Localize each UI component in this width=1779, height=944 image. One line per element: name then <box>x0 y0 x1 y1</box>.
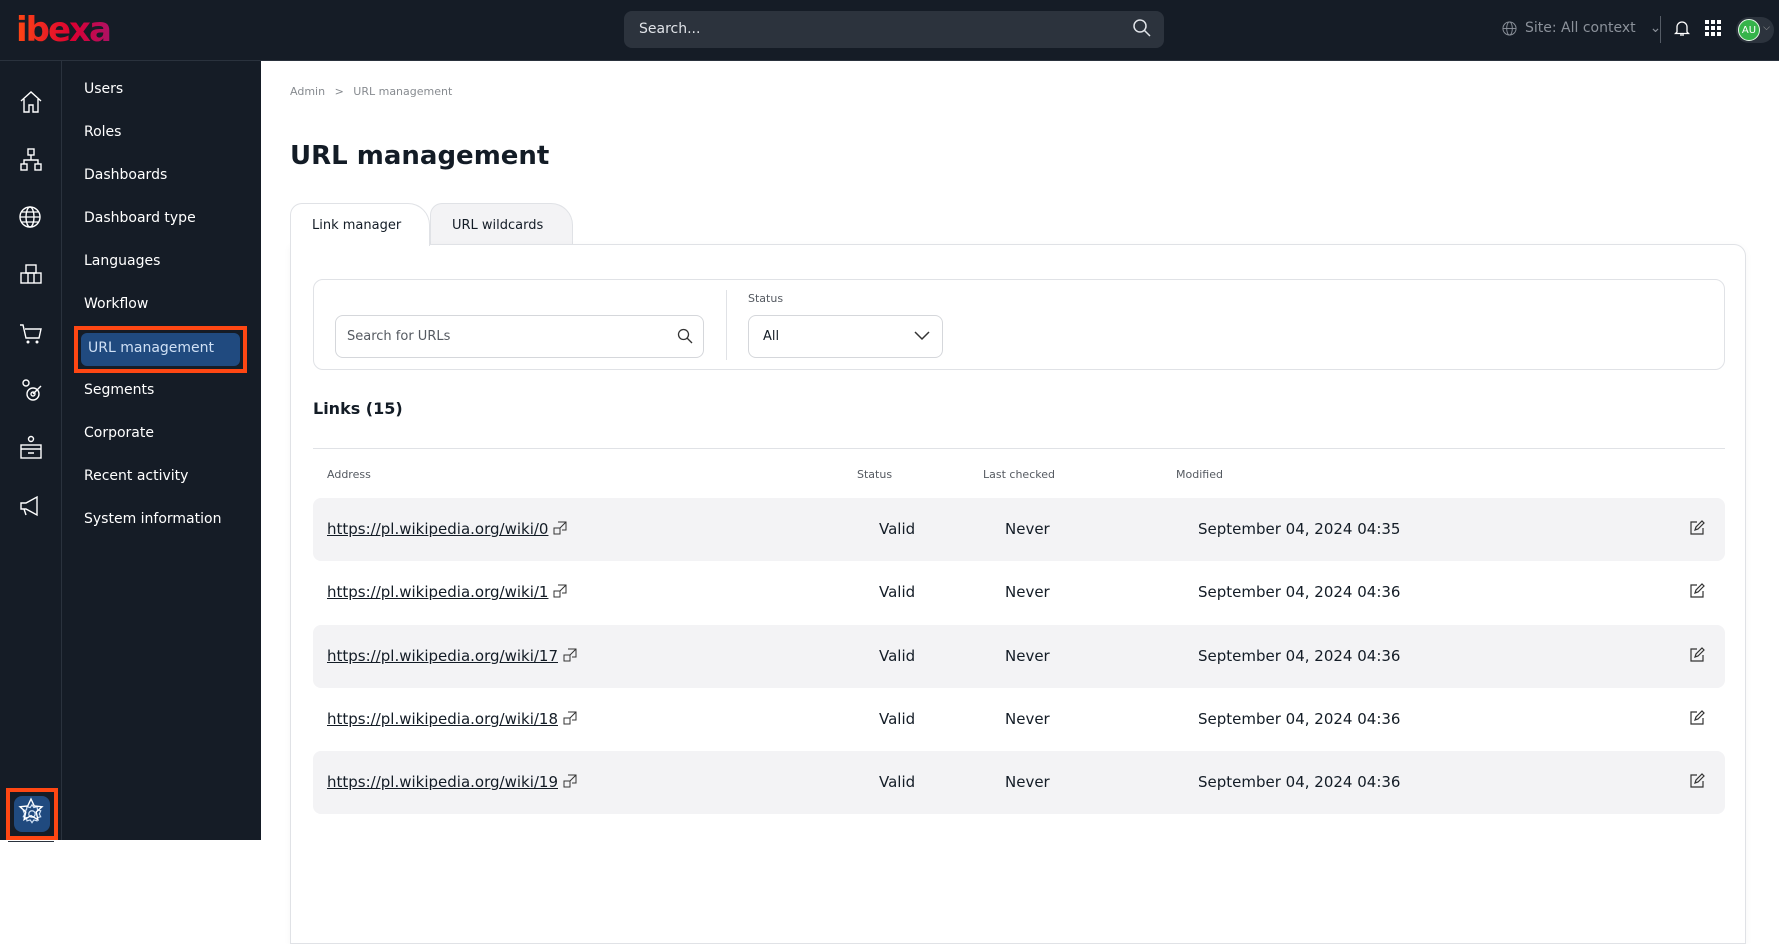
search-icon[interactable] <box>1132 18 1152 38</box>
home-icon[interactable] <box>18 89 44 115</box>
url-link[interactable]: https://pl.wikipedia.org/wiki/0 <box>327 520 549 538</box>
globe-icon <box>1502 20 1517 36</box>
breadcrumb-current: URL management <box>353 85 453 98</box>
last-checked-cell: Never <box>1005 520 1050 538</box>
site-context-label: Site: All context <box>1525 20 1636 36</box>
site-context-dropdown[interactable]: Site: All context ⌄ <box>1502 20 1661 36</box>
modified-cell: September 04, 2024 04:36 <box>1198 709 1401 728</box>
main-content: Admin > URL management URL management Li… <box>261 61 1779 944</box>
table-row: https://pl.wikipedia.org/wiki/17 Valid N… <box>313 624 1725 688</box>
url-link[interactable]: https://pl.wikipedia.org/wiki/19 <box>327 773 558 792</box>
sidebar-item-url-management[interactable]: URL management <box>74 326 247 373</box>
breadcrumb: Admin > URL management <box>290 85 452 98</box>
edit-icon[interactable] <box>1689 583 1705 599</box>
last-checked-cell: Never <box>1005 773 1050 792</box>
last-checked-cell: Never <box>1005 583 1050 602</box>
column-header-modified: Modified <box>1176 468 1223 481</box>
url-search-input[interactable]: Search for URLs <box>335 315 704 358</box>
megaphone-icon[interactable] <box>18 493 44 519</box>
sidebar-item-corporate[interactable]: Corporate <box>84 425 154 441</box>
sidebar-item-dashboards[interactable]: Dashboards <box>84 167 168 183</box>
status-cell: Valid <box>879 773 916 792</box>
chevron-down-icon: ⌵ <box>1763 23 1770 33</box>
edit-icon[interactable] <box>1689 773 1705 789</box>
external-link-icon[interactable] <box>553 521 567 535</box>
chevron-down-icon <box>914 331 930 341</box>
last-checked-cell: Never <box>1005 646 1050 665</box>
link-manager-panel: Search for URLs Status All Links (15) Ad… <box>290 244 1746 944</box>
customer-target-icon[interactable] <box>18 377 44 403</box>
icon-rail <box>0 61 62 842</box>
sidebar-item-languages[interactable]: Languages <box>84 253 161 269</box>
chevron-down-icon: ⌄ <box>1649 20 1662 36</box>
url-link[interactable]: https://pl.wikipedia.org/wiki/17 <box>327 646 558 665</box>
bell-icon[interactable] <box>1674 19 1690 37</box>
sidebar-item-users[interactable]: Users <box>84 81 124 97</box>
url-link[interactable]: https://pl.wikipedia.org/wiki/1 <box>327 583 549 602</box>
table-row: https://pl.wikipedia.org/wiki/18 Valid N… <box>313 688 1725 751</box>
external-link-icon[interactable] <box>563 648 577 662</box>
sidebar-item-system-information[interactable]: System information <box>84 511 222 527</box>
sidebar-item-dashboard-type[interactable]: Dashboard type <box>84 210 196 226</box>
status-cell: Valid <box>879 520 916 538</box>
globe-icon[interactable] <box>18 205 44 231</box>
column-header-status: Status <box>857 468 893 481</box>
status-select[interactable]: All <box>748 315 943 358</box>
breadcrumb-admin[interactable]: Admin <box>290 85 326 98</box>
table-row: https://pl.wikipedia.org/wiki/1 Valid Ne… <box>313 561 1725 624</box>
search-placeholder: Search for URLs <box>347 329 451 344</box>
external-link-icon[interactable] <box>553 584 567 598</box>
table-row: https://pl.wikipedia.org/wiki/19 Valid N… <box>313 751 1725 815</box>
search-placeholder: Search... <box>639 21 701 37</box>
table-row: https://pl.wikipedia.org/wiki/0 Valid Ne… <box>313 498 1725 561</box>
user-menu[interactable]: AU ⌵ <box>1736 17 1774 43</box>
status-cell: Valid <box>879 646 916 665</box>
top-bar: ibexa Search... Site: All context ⌄ AU ⌵ <box>0 0 1779 61</box>
admin-sidebar: Users Roles Dashboards Dashboard type La… <box>62 61 261 840</box>
tab-link-manager[interactable]: Link manager <box>290 203 430 246</box>
edit-icon[interactable] <box>1689 646 1705 663</box>
url-link[interactable]: https://pl.wikipedia.org/wiki/18 <box>327 709 558 728</box>
breadcrumb-separator: > <box>334 85 344 98</box>
external-link-icon[interactable] <box>563 711 577 725</box>
avatar: AU <box>1738 19 1760 41</box>
apps-grid-icon[interactable] <box>1705 20 1721 36</box>
sidebar-item-recent-activity[interactable]: Recent activity <box>84 468 189 484</box>
global-search-input[interactable]: Search... <box>624 11 1164 48</box>
modified-cell: September 04, 2024 04:35 <box>1198 520 1401 538</box>
sidebar-item-segments[interactable]: Segments <box>84 382 155 398</box>
divider <box>8 841 54 842</box>
status-cell: Valid <box>879 709 916 728</box>
cart-icon[interactable] <box>18 320 44 346</box>
filter-box: Search for URLs Status All <box>313 279 1725 370</box>
column-header-address: Address <box>327 468 371 481</box>
modified-cell: September 04, 2024 04:36 <box>1198 646 1401 665</box>
sidebar-item-workflow[interactable]: Workflow <box>84 296 149 312</box>
status-select-value: All <box>763 329 780 344</box>
modified-cell: September 04, 2024 04:36 <box>1198 773 1401 792</box>
desk-icon[interactable] <box>18 435 44 461</box>
sidebar-item-label: URL management <box>88 340 215 356</box>
tab-url-wildcards[interactable]: URL wildcards <box>430 203 573 245</box>
divider <box>1660 16 1661 43</box>
links-heading: Links (15) <box>313 399 403 418</box>
status-filter-label: Status <box>748 292 784 305</box>
structure-icon[interactable] <box>18 147 44 173</box>
search-icon[interactable] <box>677 328 693 344</box>
external-link-icon[interactable] <box>563 774 577 788</box>
edit-icon[interactable] <box>1689 520 1705 536</box>
edit-icon[interactable] <box>1689 710 1705 726</box>
divider <box>313 448 1725 449</box>
column-header-last-checked: Last checked <box>983 468 1055 481</box>
last-checked-cell: Never <box>1005 709 1050 728</box>
divider <box>726 290 727 360</box>
boxes-icon[interactable] <box>18 262 44 288</box>
page-title: URL management <box>290 141 550 171</box>
sidebar-item-roles[interactable]: Roles <box>84 124 122 140</box>
star-icon[interactable] <box>18 797 44 823</box>
modified-cell: September 04, 2024 04:36 <box>1198 583 1401 602</box>
status-cell: Valid <box>879 583 916 602</box>
ibexa-logo[interactable]: ibexa <box>16 10 112 50</box>
